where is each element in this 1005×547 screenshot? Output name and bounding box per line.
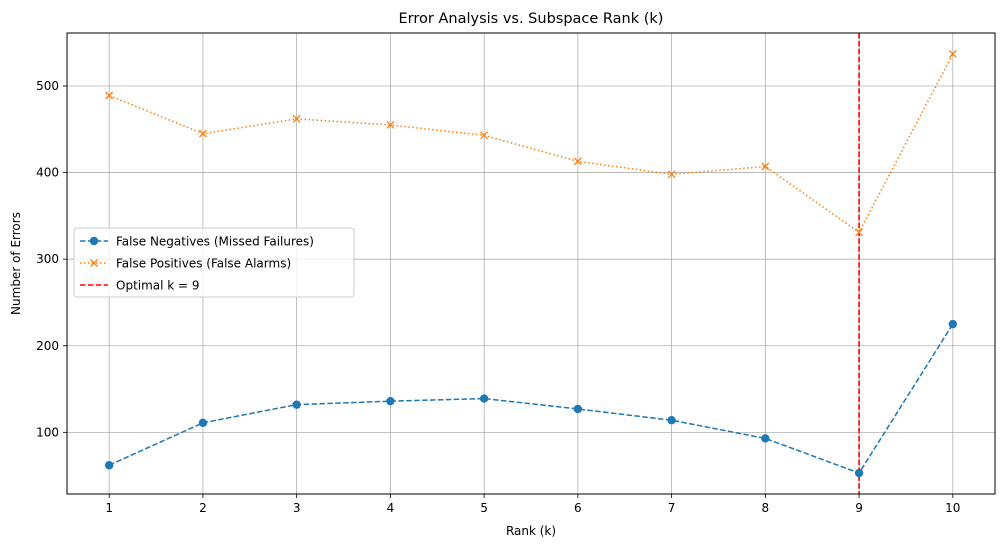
x-axis-title: Rank (k): [506, 524, 556, 538]
data-point-false-positives: [386, 120, 395, 129]
y-tick-label: 200: [36, 339, 59, 353]
data-point-false-positives: [761, 162, 770, 171]
x-tick-label: 6: [574, 501, 582, 515]
data-point-false-positives: [292, 114, 301, 123]
legend-marker-false-positives: [90, 259, 98, 267]
grid: [67, 33, 995, 494]
legend-item-false-positives: False Positives (False Alarms): [80, 257, 291, 271]
data-point-false-positives: [105, 91, 114, 100]
legend-item-false-negatives: False Negatives (Missed Failures): [80, 235, 314, 249]
ticks-group: 1 2 3 4 5 6 7 8 9 10 100 200 300 400 500: [36, 79, 960, 515]
series-line-false-positives: [108, 53, 954, 234]
legend-label-optimal-k: Optimal k = 9: [116, 279, 200, 293]
data-point-false-negatives: [948, 319, 958, 329]
y-tick-label: 500: [36, 79, 59, 93]
data-point-false-negatives: [292, 400, 301, 409]
x-tick-label: 2: [199, 501, 207, 515]
data-point-false-negatives: [104, 461, 114, 470]
data-point-false-positives: [855, 228, 864, 237]
y-tick-label: 300: [36, 252, 59, 266]
data-point-false-negatives: [573, 404, 583, 414]
series-group: [104, 49, 958, 478]
x-tick-label: 4: [387, 501, 395, 515]
x-tick-label: 10: [945, 501, 960, 515]
legend-item-optimal-k: Optimal k = 9: [80, 279, 200, 293]
legend-label-false-negatives: False Negatives (Missed Failures): [116, 235, 314, 249]
x-tick-label: 1: [105, 501, 113, 515]
x-tick-label: 5: [480, 501, 488, 515]
legend-marker-false-negatives: [89, 236, 99, 246]
x-tick-label: 7: [668, 501, 676, 515]
data-point-false-negatives: [479, 394, 489, 403]
series-line-false-negatives: [108, 323, 954, 474]
data-point-false-positives: [667, 170, 676, 179]
data-point-false-positives: [198, 129, 207, 138]
legend: False Negatives (Missed Failures) False …: [73, 227, 355, 298]
data-point-false-negatives: [854, 468, 864, 478]
legend-box: [73, 227, 355, 298]
data-point-false-positives: [573, 157, 582, 166]
y-tick-label: 400: [36, 166, 59, 180]
x-tick-label: 8: [762, 501, 770, 515]
data-point-false-negatives: [761, 434, 770, 443]
y-axis-title: Number of Errors: [9, 212, 23, 315]
data-point-false-negatives: [667, 416, 676, 425]
chart-title: Error Analysis vs. Subspace Rank (k): [399, 11, 664, 27]
legend-label-false-positives: False Positives (False Alarms): [116, 257, 291, 271]
data-point-false-positives: [948, 49, 957, 58]
data-point-false-negatives: [198, 418, 208, 428]
y-tick-label: 100: [36, 425, 59, 439]
x-tick-label: 3: [293, 501, 301, 515]
data-point-false-negatives: [386, 396, 395, 406]
data-point-false-positives: [480, 131, 489, 140]
plot-frame: [66, 32, 996, 495]
x-tick-label: 9: [855, 501, 863, 515]
